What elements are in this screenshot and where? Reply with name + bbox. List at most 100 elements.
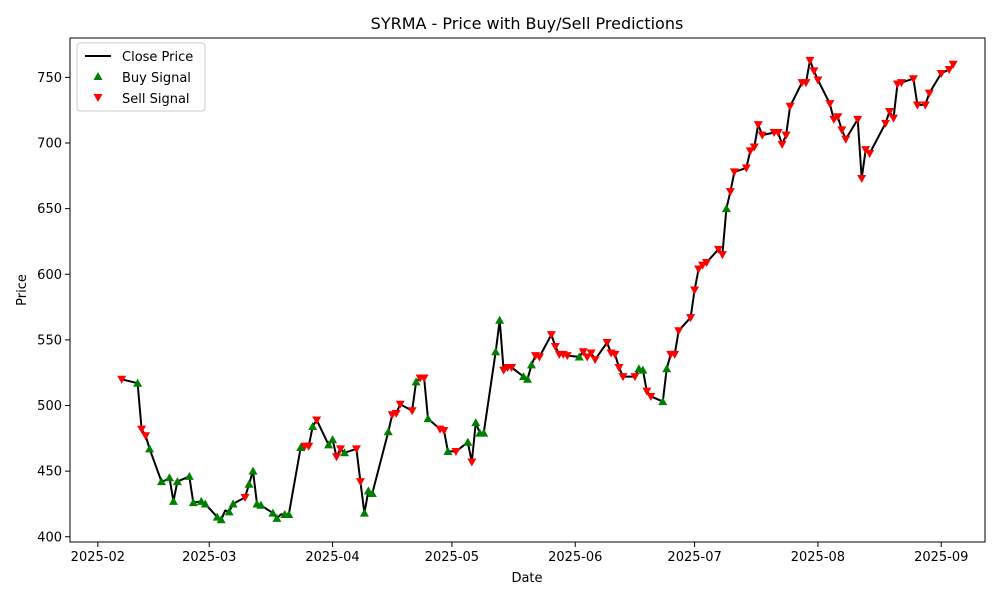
- sell-signal-marker: [117, 375, 127, 384]
- sell-signal-marker: [717, 251, 727, 260]
- sell-signal-marker: [889, 114, 898, 123]
- sell-signal-marker: [936, 69, 946, 78]
- sell-signal-marker: [757, 131, 767, 140]
- buy-signal-marker: [284, 509, 294, 518]
- sell-signal-marker: [745, 147, 755, 156]
- legend: Close Price Buy Signal Sell Signal: [76, 42, 206, 112]
- buy-signal-marker: [340, 448, 349, 457]
- x-tick-label: 2025-04: [305, 550, 359, 565]
- buy-signal-marker: [172, 477, 182, 486]
- buy-signal-marker: [244, 479, 254, 488]
- y-tick-label: 500: [37, 399, 62, 414]
- sell-signal-marker: [753, 121, 763, 130]
- buy-signal-marker: [308, 422, 318, 430]
- sell-signal-marker: [642, 387, 652, 396]
- plot-area: [117, 56, 958, 524]
- buy-signal-marker: [423, 414, 433, 423]
- buy-signal-marker: [658, 397, 668, 406]
- sell-signal-marker: [610, 350, 620, 359]
- sell-signal-marker: [630, 373, 640, 382]
- sell-signal-marker: [690, 286, 700, 295]
- buy-signal-marker: [268, 508, 278, 517]
- buy-signal-marker: [164, 473, 174, 482]
- sell-signal-marker: [590, 356, 600, 365]
- legend-buy-label: Buy Signal: [122, 71, 191, 86]
- sell-signal-marker: [773, 129, 783, 137]
- chart-title: SYRMA - Price with Buy/Sell Predictions: [371, 14, 684, 33]
- sell-signal-marker: [729, 168, 739, 177]
- buy-signal-marker: [721, 204, 731, 213]
- sell-signal-marker: [351, 445, 361, 454]
- sell-signal-marker: [944, 66, 954, 74]
- sell-signal-marker: [451, 447, 461, 456]
- buy-signal-marker: [272, 513, 282, 522]
- y-tick-label: 550: [37, 333, 62, 348]
- x-axis-label: Date: [511, 571, 542, 586]
- buy-signal-marker: [188, 498, 198, 507]
- x-tick-label: 2025-02: [71, 550, 125, 565]
- x-tick-label: 2025-05: [425, 550, 479, 565]
- sell-signal-marker: [686, 314, 696, 323]
- legend-close-label: Close Price: [122, 50, 193, 65]
- legend-buy-marker: [93, 72, 103, 80]
- sell-signal-marker: [674, 327, 684, 336]
- x-tick-label: 2025-03: [182, 550, 236, 565]
- sell-signal-marker: [749, 143, 759, 152]
- y-tick-label: 650: [37, 202, 62, 217]
- x-tick-label: 2025-07: [667, 550, 721, 565]
- sell-signal-marker: [562, 352, 572, 361]
- sell-signal-marker: [713, 245, 723, 254]
- sell-signal-marker: [407, 407, 417, 416]
- legend-box: [76, 42, 206, 112]
- sell-signal-marker: [602, 339, 612, 347]
- buy-signal-marker: [328, 435, 338, 444]
- buy-signal-marker: [443, 446, 453, 455]
- buy-signal-marker: [200, 499, 210, 508]
- y-axis-label: Price: [15, 274, 30, 306]
- sell-signal-marker: [137, 425, 147, 434]
- buy-signal-marker: [479, 428, 489, 437]
- sell-signal-marker: [948, 60, 958, 69]
- sell-signal-marker: [837, 126, 847, 135]
- sell-signal-marker: [781, 131, 791, 140]
- sell-signal-marker: [825, 100, 835, 109]
- buy-signal-marker: [574, 352, 584, 361]
- buy-signal-marker: [224, 507, 234, 516]
- x-tick-label: 2025-08: [791, 550, 845, 565]
- sell-signal-marker: [809, 67, 819, 76]
- y-tick-label: 400: [37, 530, 62, 545]
- buy-signal-marker: [471, 418, 481, 427]
- y-tick-label: 700: [37, 137, 62, 152]
- sell-signal-marker: [550, 342, 560, 351]
- sell-signal-marker: [841, 135, 851, 144]
- sell-signal-marker: [141, 432, 151, 441]
- sell-signal-marker: [391, 409, 401, 418]
- buy-signal-marker: [168, 496, 178, 505]
- y-axis: 400 450 500 550 600 650 700 750: [37, 71, 70, 545]
- sell-signal-marker: [395, 400, 405, 409]
- buy-signal-marker: [248, 466, 258, 475]
- buy-signal-marker: [145, 444, 155, 453]
- sell-signal-marker: [785, 102, 795, 111]
- y-tick-label: 750: [37, 71, 62, 86]
- sell-signal-marker: [439, 426, 449, 435]
- sell-signal-marker: [857, 174, 867, 183]
- sell-signal-marker: [467, 458, 477, 467]
- sell-signal-marker: [896, 79, 906, 88]
- sell-signal-marker: [582, 353, 592, 362]
- sell-signal-marker: [670, 350, 680, 359]
- buy-signal-marker: [523, 374, 532, 383]
- sell-signal-marker: [801, 79, 811, 88]
- sell-signal-marker: [805, 56, 815, 65]
- buy-signal-marker: [228, 499, 238, 508]
- sell-signal-marker: [507, 363, 517, 372]
- sell-signal-marker: [885, 108, 895, 116]
- sell-signal-marker: [908, 75, 918, 84]
- sell-signal-marker: [618, 373, 628, 382]
- buy-signal-marker: [256, 500, 266, 509]
- legend-sell-label: Sell Signal: [122, 92, 190, 107]
- sell-signal-marker: [881, 119, 891, 128]
- sell-signal-marker: [813, 76, 823, 85]
- buy-signal-marker: [662, 364, 672, 373]
- sell-signal-marker: [614, 363, 624, 372]
